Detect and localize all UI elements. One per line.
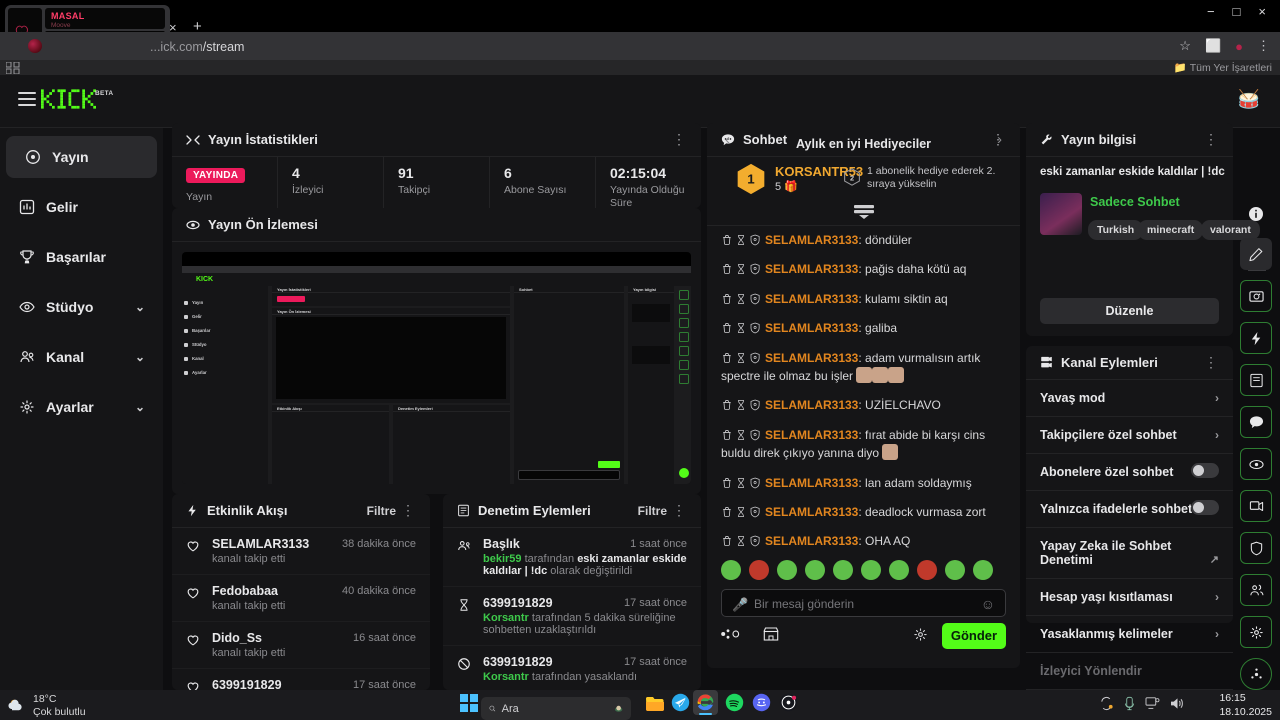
svg-text:1: 1 bbox=[747, 171, 755, 186]
svg-text:2: 2 bbox=[850, 173, 854, 182]
